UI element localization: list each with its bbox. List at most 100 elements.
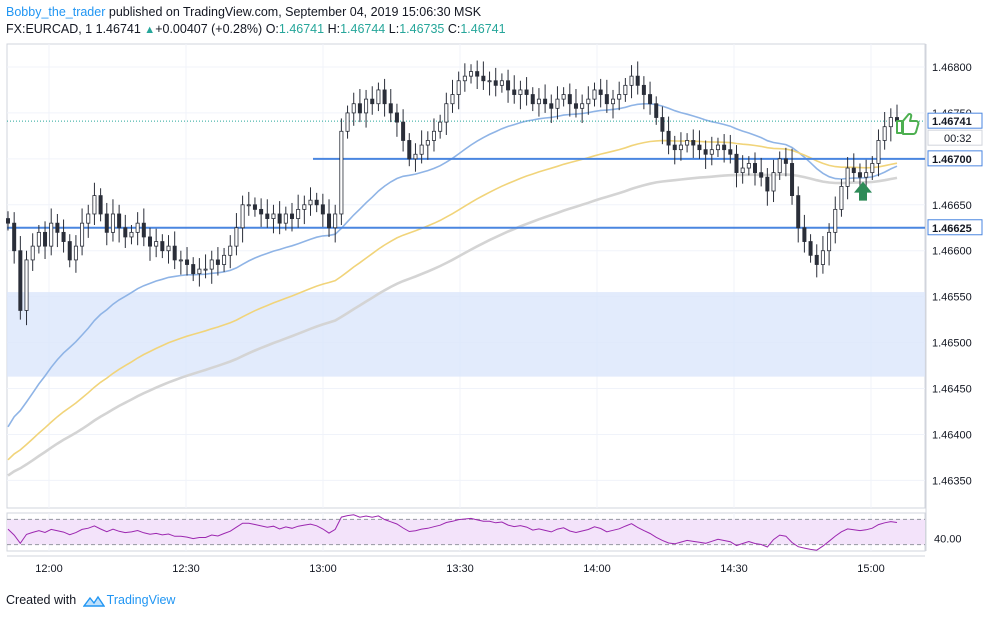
candle-body xyxy=(851,167,856,174)
candle-body xyxy=(24,259,29,311)
candle-body xyxy=(678,144,683,151)
candle-body xyxy=(555,98,560,109)
author-link[interactable]: Bobby_the_trader xyxy=(6,5,106,19)
symbol-label: FX:EURCAD, 1 xyxy=(6,22,93,36)
time-tick-label: 13:30 xyxy=(446,563,474,575)
time-tick-label: 12:30 xyxy=(172,563,200,575)
candle-body xyxy=(289,213,294,219)
candle-body xyxy=(327,213,332,229)
candle-body xyxy=(450,94,455,105)
candle-body xyxy=(796,195,801,229)
close-label: C: xyxy=(447,22,461,36)
candle-body xyxy=(394,112,399,123)
candle-body xyxy=(506,80,511,91)
candle-body xyxy=(61,231,66,242)
candle-body xyxy=(160,241,165,252)
candle-body xyxy=(685,140,690,146)
resistance-price-label: 1.46700 xyxy=(932,154,972,166)
tradingview-link[interactable]: TradingView xyxy=(106,593,176,607)
candle-body xyxy=(759,172,764,178)
candle-body xyxy=(6,218,11,224)
candle-body xyxy=(36,231,41,247)
candle-body xyxy=(123,227,128,238)
price-tick-label: 1.46500 xyxy=(932,338,972,350)
created-with-label: Created with xyxy=(6,593,77,607)
candle-body xyxy=(191,264,196,275)
candle-body xyxy=(876,140,881,164)
candle-body xyxy=(617,94,622,100)
candle-body xyxy=(722,144,727,151)
candle-body xyxy=(166,245,171,252)
change-value: +0.00407 (+0.28%) xyxy=(155,22,263,36)
candle-body xyxy=(512,89,517,95)
candle-body xyxy=(401,121,406,141)
candle-body xyxy=(444,103,449,123)
candle-body xyxy=(870,163,875,174)
candle-body xyxy=(388,103,393,114)
close-value: 1.46741 xyxy=(460,22,506,36)
low-label: L: xyxy=(388,22,400,36)
low-value: 1.46735 xyxy=(399,22,445,36)
up-arrow-icon: ▲ xyxy=(144,24,156,36)
candle-body xyxy=(370,98,375,105)
candle-body xyxy=(469,71,474,77)
candle-body xyxy=(110,213,115,233)
candle-body xyxy=(820,250,825,265)
candle-body xyxy=(86,213,91,224)
candle-body xyxy=(117,213,122,229)
candle-body xyxy=(419,144,424,155)
candle-body xyxy=(320,204,325,215)
candle-body xyxy=(740,167,745,174)
candle-body xyxy=(302,204,307,210)
candle-body xyxy=(277,213,282,224)
candle-body xyxy=(691,140,696,146)
candle-body xyxy=(92,195,97,215)
candle-body xyxy=(203,268,208,271)
candle-body xyxy=(654,103,659,118)
support-price-label-box xyxy=(927,219,983,236)
high-label: H: xyxy=(327,22,341,36)
publish-info: published on TradingView.com, September … xyxy=(108,5,482,19)
candle-body xyxy=(55,222,60,233)
candle-body xyxy=(573,103,578,109)
candle-body xyxy=(777,158,782,174)
demand-zone xyxy=(7,292,925,377)
candle-body xyxy=(147,236,152,247)
rsi-line xyxy=(7,514,898,551)
candle-body xyxy=(425,140,430,146)
candle-body xyxy=(80,222,85,247)
candle-body xyxy=(623,84,628,95)
chart-header: Bobby_the_trader published on TradingVie… xyxy=(6,4,966,39)
resistance-price-label-box xyxy=(927,150,983,167)
last-price-label-box xyxy=(927,112,983,129)
candles xyxy=(6,60,900,326)
last-price-label: 1.46741 xyxy=(932,116,972,128)
candle-body xyxy=(357,103,362,114)
thumbs-up-icon xyxy=(896,112,920,135)
candle-body xyxy=(73,245,78,261)
candle-body xyxy=(228,245,233,256)
candle-body xyxy=(802,227,807,242)
ohlc-line: FX:EURCAD, 1 1.46741 ▲+0.00407 (+0.28%) … xyxy=(6,21,966,39)
candle-body xyxy=(629,75,634,86)
candle-body xyxy=(499,80,504,86)
price-pane[interactable] xyxy=(6,43,926,509)
candle-body xyxy=(709,149,714,155)
candle-body xyxy=(339,130,344,215)
candle-body xyxy=(185,259,190,265)
candle-body xyxy=(697,144,702,151)
candle-body xyxy=(648,94,653,105)
candle-body xyxy=(259,208,264,215)
candle-body xyxy=(49,222,54,247)
candle-body xyxy=(376,89,381,105)
footer: Created with TradingView xyxy=(6,592,175,609)
candle-body xyxy=(814,254,819,265)
candle-body xyxy=(586,98,591,105)
candle-body xyxy=(888,117,893,128)
time-tick-label: 15:00 xyxy=(857,563,885,575)
candle-body xyxy=(407,140,412,160)
candle-body xyxy=(827,231,832,252)
candle-body xyxy=(790,163,795,197)
candle-body xyxy=(141,222,146,238)
